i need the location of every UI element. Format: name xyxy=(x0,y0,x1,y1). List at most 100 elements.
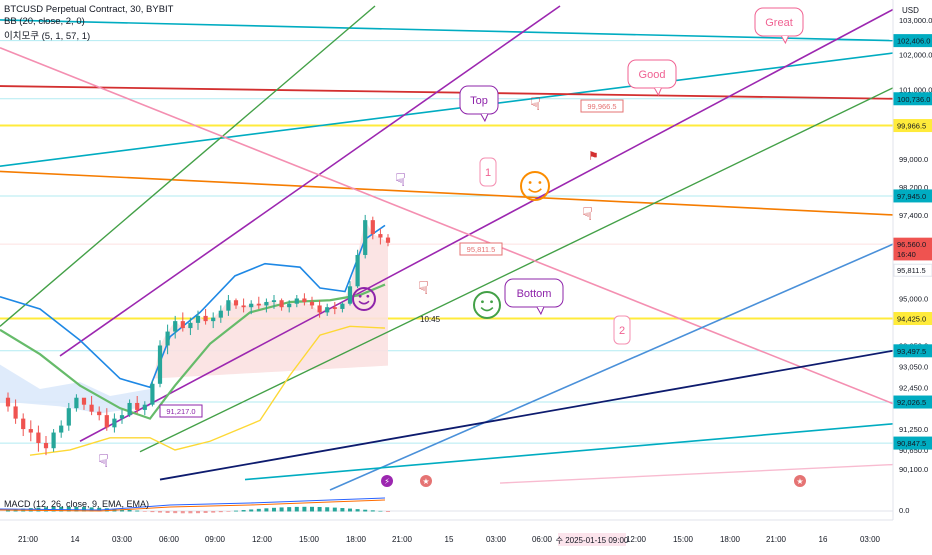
macd-bar xyxy=(241,510,246,512)
label-one: 1 xyxy=(479,157,497,187)
macd-bar xyxy=(135,510,140,512)
face-mouth xyxy=(358,300,370,305)
macd-bar xyxy=(82,507,86,512)
candle-27 xyxy=(211,312,216,329)
candle-19 xyxy=(150,380,155,407)
red-resistance-line xyxy=(0,85,894,100)
y-tick-label: 93,050.0 xyxy=(899,362,928,371)
macd-bar xyxy=(218,511,223,513)
candle-23 xyxy=(180,312,185,332)
candle-body xyxy=(203,315,208,322)
macd-bar xyxy=(294,506,299,512)
x-tick-label: 21:00 xyxy=(392,535,413,544)
face-eye xyxy=(490,300,493,304)
face-eye xyxy=(358,294,362,298)
ichimoku-indicator-legend[interactable]: 이치모쿠 (5, 1, 57, 1) xyxy=(4,31,91,42)
axis-price-tag-bg xyxy=(893,189,932,203)
axis-price-tag-bg xyxy=(893,119,932,133)
event-circle xyxy=(420,475,432,487)
axis-price-tag-bg xyxy=(893,312,932,326)
axis-price-tag-text: 100,736.0 xyxy=(897,95,930,104)
candle-29 xyxy=(226,295,231,316)
label-two-text: 2 xyxy=(619,325,625,337)
candle-body xyxy=(241,305,246,308)
candle-33 xyxy=(256,296,261,309)
price-label-box xyxy=(159,404,203,418)
candle-12 xyxy=(97,406,102,421)
macd-indicator-legend[interactable]: MACD (12, 26, close, 9, EMA, EMA) xyxy=(4,499,150,509)
bubble-body xyxy=(754,7,804,37)
candle-body xyxy=(97,411,102,416)
y-tick-label: 103,000.0 xyxy=(899,16,932,25)
candle-21 xyxy=(165,324,170,355)
smiley-orange-icon xyxy=(520,171,550,201)
candle-28 xyxy=(218,305,223,323)
candle-16 xyxy=(127,399,132,417)
num-box xyxy=(613,315,631,345)
macd-bar xyxy=(234,510,238,512)
macd-bar xyxy=(340,508,345,512)
face-ring xyxy=(520,171,550,201)
candle-48 xyxy=(370,216,375,240)
y-tick-label: 101,000.0 xyxy=(899,86,932,95)
candle-32 xyxy=(249,300,254,315)
y-tick-label: 90,650.0 xyxy=(899,446,928,455)
candle-body xyxy=(142,404,147,410)
event-flag-icon: ★ xyxy=(794,475,806,487)
candle-43 xyxy=(332,301,337,315)
event-circle xyxy=(794,475,806,487)
candlesticks xyxy=(5,214,391,456)
candle-body xyxy=(21,418,26,430)
candle-body xyxy=(249,303,254,308)
x-tick-label: 15:00 xyxy=(673,535,694,544)
axis-price-tag-text: 16:40 xyxy=(897,250,916,259)
hand-pointer-icon: ☟ xyxy=(530,94,541,115)
macd-bar xyxy=(142,511,147,512)
x-tick-label: 21:00 xyxy=(18,535,39,544)
macd-bar xyxy=(203,511,208,513)
bubble-good-text: Good xyxy=(639,69,666,81)
x-tick-label: 03:00 xyxy=(486,535,507,544)
y-tick-label: 102,000.0 xyxy=(899,51,932,60)
macd-bar xyxy=(386,511,390,512)
face-eye xyxy=(366,294,370,298)
face-eye xyxy=(481,300,484,304)
candle-49 xyxy=(378,228,383,245)
bubble-tail xyxy=(653,87,662,97)
green-lower-line xyxy=(139,87,894,453)
macd-bar xyxy=(332,507,337,512)
label-one-text: 1 xyxy=(485,167,491,179)
macd-bar xyxy=(158,511,162,513)
candle-body xyxy=(51,432,56,449)
crosshair-time-text: 수 2025-01-15 09:00 xyxy=(556,536,629,545)
bb-indicator-legend[interactable]: BB (20, close, 2, 0) xyxy=(4,16,85,27)
y-tick-label: 91,250.0 xyxy=(899,425,928,434)
candle-body xyxy=(43,442,49,449)
macd-bar xyxy=(302,506,307,512)
smiley-purple-icon xyxy=(352,287,376,311)
event-glyph: ★ xyxy=(796,477,803,486)
x-tick-label: 12:00 xyxy=(252,535,273,544)
macd-bar xyxy=(6,509,10,512)
candle-body xyxy=(66,408,71,426)
candle-4 xyxy=(36,425,41,452)
candle-body xyxy=(195,315,201,323)
navy-line xyxy=(159,349,894,481)
macd-bar xyxy=(310,506,314,512)
bubble-body xyxy=(504,278,564,308)
candle-body xyxy=(173,321,178,332)
bubble-tail xyxy=(780,35,789,45)
candle-body xyxy=(81,397,87,405)
event-flag-icon: ★ xyxy=(420,475,432,487)
chart-title[interactable]: BTCUSD Perpetual Contract, 30, BYBIT xyxy=(4,4,174,15)
purple-lower-line xyxy=(79,8,894,442)
candle-body xyxy=(378,234,383,238)
axis-price-tag-bg xyxy=(893,247,932,261)
candle-44 xyxy=(340,301,345,313)
event-glyph: ⚡ xyxy=(384,477,390,486)
macd-bar xyxy=(325,507,330,512)
macd-bar xyxy=(120,509,124,512)
y-tick-label: 97,400.0 xyxy=(899,211,928,220)
